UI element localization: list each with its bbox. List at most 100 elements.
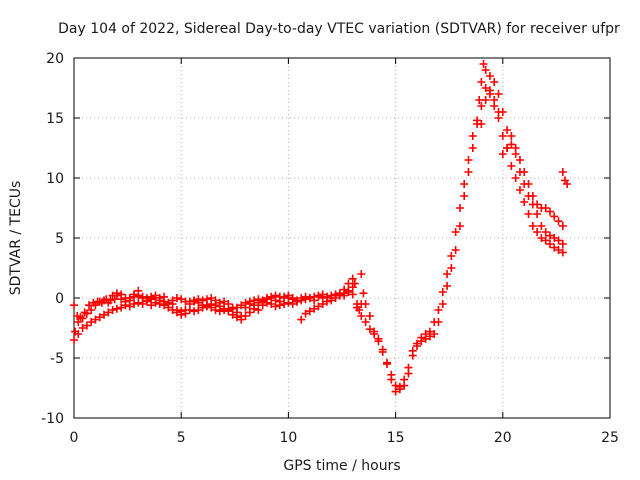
data-point: [241, 303, 250, 312]
data-point: [515, 168, 524, 176]
data-point: [194, 295, 203, 304]
data-point: [533, 228, 542, 236]
data-point: [545, 207, 554, 216]
data-point: [267, 292, 276, 301]
data-point: [421, 330, 430, 338]
data-point: [541, 236, 550, 245]
data-point: [503, 144, 512, 152]
data-point: [479, 60, 488, 68]
data-point: [160, 297, 169, 306]
data-point: [515, 156, 524, 164]
data-point: [194, 306, 203, 314]
data-point: [511, 174, 520, 182]
data-point: [378, 348, 387, 356]
data-point: [134, 298, 143, 307]
data-point: [550, 243, 559, 252]
data-point: [383, 360, 392, 368]
data-point: [434, 306, 443, 314]
chart-title: Day 104 of 2022, Sidereal Day-to-day VTE…: [58, 21, 620, 37]
data-point: [142, 296, 151, 305]
data-point: [318, 300, 327, 308]
data-point: [430, 318, 439, 326]
data-point: [125, 294, 134, 302]
data-point: [177, 310, 186, 319]
data-point: [74, 318, 83, 326]
data-point: [305, 294, 314, 302]
data-point: [262, 294, 271, 302]
data-point: [359, 289, 368, 298]
data-point: [520, 180, 529, 188]
data-point: [70, 336, 78, 344]
data-point: [447, 264, 456, 272]
x-axis-label: GPS time / hours: [283, 458, 400, 474]
data-point: [533, 210, 542, 218]
data-point: [112, 291, 121, 300]
data-point: [280, 292, 289, 301]
data-point: [451, 228, 460, 236]
data-point: [464, 168, 473, 176]
data-point: [87, 306, 96, 314]
data-point: [468, 144, 477, 152]
y-axis-label: SDTVAR / TECUs: [8, 181, 24, 296]
data-point: [545, 240, 554, 248]
data-point: [198, 296, 207, 305]
data-point: [237, 312, 246, 320]
data-point: [357, 312, 366, 320]
data-point: [250, 296, 259, 305]
data-point: [314, 302, 323, 311]
data-point: [537, 222, 546, 230]
y-tick-label: 20: [46, 51, 64, 67]
data-point: [413, 339, 422, 348]
data-point: [365, 325, 374, 334]
y-tick-label: 5: [55, 231, 64, 247]
data-point: [250, 304, 259, 313]
data-point: [100, 310, 109, 319]
data-point: [528, 222, 537, 230]
data-point: [370, 330, 379, 338]
data-point: [91, 301, 100, 310]
data-point: [112, 304, 121, 313]
data-point: [117, 295, 126, 304]
data-point: [220, 297, 229, 306]
data-point: [451, 246, 460, 254]
data-point: [87, 318, 96, 326]
data-point: [537, 234, 546, 242]
data-point: [202, 295, 211, 304]
data-point: [82, 321, 91, 330]
data-point: [82, 309, 91, 318]
data-point: [528, 200, 537, 209]
data-point: [284, 294, 293, 302]
data-point: [425, 327, 434, 336]
data-point: [477, 120, 486, 128]
data-point: [147, 301, 156, 310]
data-point: [481, 84, 490, 92]
data-point: [168, 296, 177, 305]
data-point: [125, 302, 134, 311]
data-point: [254, 306, 263, 314]
data-point: [408, 346, 417, 355]
data-point: [254, 295, 263, 304]
data-point: [404, 363, 413, 372]
data-point: [151, 298, 160, 307]
data-point: [485, 86, 494, 95]
data-point: [490, 96, 499, 104]
data-point: [181, 306, 190, 314]
data-point: [292, 296, 301, 305]
data-point: [524, 210, 533, 218]
data-point: [104, 308, 113, 317]
data-point: [443, 270, 452, 278]
data-point: [558, 240, 567, 248]
data-point: [100, 296, 109, 305]
data-point: [147, 292, 156, 301]
grid: [74, 58, 610, 418]
data-point: [417, 333, 426, 342]
data-point: [237, 301, 246, 310]
data-point: [477, 78, 486, 86]
data-point: [391, 387, 400, 396]
data-point: [301, 309, 310, 318]
data-point: [361, 300, 370, 308]
data-point: [460, 180, 469, 188]
data-point: [507, 162, 516, 170]
data-point: [70, 301, 78, 310]
data-point: [297, 315, 306, 324]
